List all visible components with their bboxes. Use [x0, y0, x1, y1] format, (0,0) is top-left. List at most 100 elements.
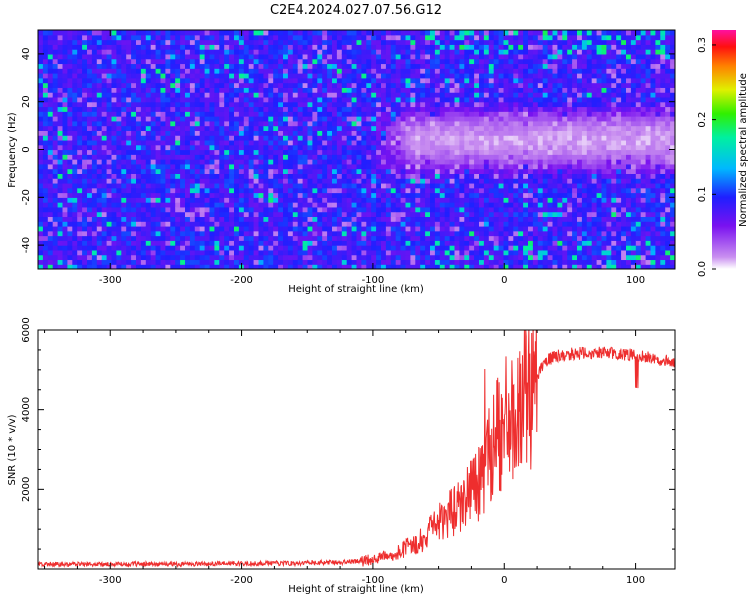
heatmap-cell: [444, 163, 451, 170]
heatmap-cell: [101, 249, 108, 256]
heatmap-cell: [351, 130, 358, 136]
heatmap-cell: [479, 135, 485, 141]
heatmap-cell: [204, 101, 211, 108]
heatmap-cell: [52, 221, 59, 227]
heatmap-cell: [469, 77, 475, 84]
heatmap-cell: [219, 178, 225, 184]
heatmap-cell: [96, 211, 103, 218]
heatmap-cell: [523, 58, 529, 65]
heatmap-cell: [185, 53, 191, 60]
heatmap-cell: [278, 159, 284, 165]
heatmap-cell: [287, 154, 294, 160]
heatmap-cell: [508, 149, 514, 155]
heatmap-cell: [204, 163, 211, 170]
heatmap-cell: [67, 135, 73, 141]
heatmap-cell: [307, 197, 313, 203]
heatmap-cell: [248, 240, 255, 246]
heatmap-cell: [493, 49, 500, 55]
heatmap-cell: [52, 101, 59, 108]
heatmap-cell: [96, 240, 103, 246]
heatmap-cell: [116, 202, 122, 208]
heatmap-cell: [268, 139, 274, 146]
heatmap-cell: [312, 77, 318, 84]
heatmap-cell: [87, 139, 93, 146]
heatmap-cell: [209, 163, 215, 170]
heatmap-cell: [434, 92, 441, 98]
heatmap-cell: [322, 225, 328, 232]
heatmap-cell: [513, 144, 519, 151]
heatmap-cell: [498, 245, 505, 251]
heatmap-cell: [229, 139, 235, 146]
heatmap-cell: [420, 44, 426, 50]
heatmap-cell: [400, 39, 407, 45]
heatmap-cell: [234, 211, 240, 218]
heatmap-cell: [425, 192, 431, 198]
heatmap-cell: [469, 125, 475, 131]
heatmap-cell: [366, 106, 372, 112]
heatmap-cell: [87, 120, 93, 127]
heatmap-cell: [336, 202, 343, 208]
heatmap-cell: [444, 168, 451, 174]
heatmap-cell: [385, 211, 392, 218]
heatmap-cell: [508, 73, 514, 79]
heatmap-cell: [351, 182, 358, 189]
heatmap-cell: [42, 216, 49, 222]
heatmap-cell: [91, 73, 98, 79]
heatmap-cell: [194, 245, 201, 251]
heatmap-cell: [234, 53, 240, 60]
heatmap-cell: [356, 245, 362, 251]
heatmap-cell: [263, 63, 269, 69]
heatmap-cell: [430, 178, 436, 184]
heatmap-cell: [307, 77, 313, 84]
heatmap-cell: [278, 82, 284, 88]
heatmap-cell: [145, 125, 152, 131]
heatmap-cell: [165, 225, 171, 232]
heatmap-cell: [415, 120, 421, 127]
heatmap-cell: [322, 49, 328, 55]
heatmap-cell: [493, 173, 500, 179]
heatmap-cell: [243, 87, 250, 93]
heatmap-cell: [493, 230, 500, 237]
heatmap-cell: [268, 34, 274, 41]
heatmap-cell: [185, 211, 191, 218]
heatmap-cell: [312, 96, 318, 103]
heatmap-cell: [488, 49, 495, 55]
heatmap-cell: [126, 197, 132, 203]
heatmap-cell: [498, 73, 505, 79]
heatmap-cell: [111, 264, 117, 269]
heatmap-cell: [131, 178, 137, 184]
heatmap-cell: [268, 264, 274, 269]
heatmap-cell: [136, 264, 142, 269]
heatmap-cell: [136, 163, 142, 170]
heatmap-cell: [479, 125, 485, 131]
heatmap-cell: [312, 58, 318, 65]
heatmap-cell: [376, 116, 382, 122]
heatmap-cell: [62, 240, 68, 246]
heatmap-cell: [498, 120, 505, 127]
heatmap-cell: [87, 159, 93, 165]
heatmap-cell: [366, 58, 372, 65]
heatmap-cell: [464, 216, 470, 222]
heatmap-cell: [116, 30, 122, 36]
heatmap-cell: [390, 254, 397, 261]
heatmap-cell: [38, 182, 44, 189]
heatmap-cell: [508, 197, 514, 203]
heatmap-cell: [469, 53, 475, 60]
heatmap-cell: [165, 82, 171, 88]
heatmap-cell: [376, 182, 382, 189]
heatmap-cell: [385, 149, 392, 155]
heatmap-cell: [307, 58, 313, 65]
heatmap-cell: [170, 87, 176, 93]
heatmap-cell: [136, 96, 142, 103]
heatmap-cell: [155, 92, 162, 98]
heatmap-cell: [351, 159, 358, 165]
heatmap-cell: [518, 73, 524, 79]
heatmap-cell: [111, 53, 117, 60]
heatmap-cell: [91, 259, 98, 265]
heatmap-cell: [390, 87, 397, 93]
heatmap-cell: [336, 245, 343, 251]
heatmap-cell: [381, 139, 387, 146]
heatmap-cell: [366, 30, 372, 36]
heatmap-cell: [312, 259, 318, 265]
heatmap-cell: [185, 159, 191, 165]
